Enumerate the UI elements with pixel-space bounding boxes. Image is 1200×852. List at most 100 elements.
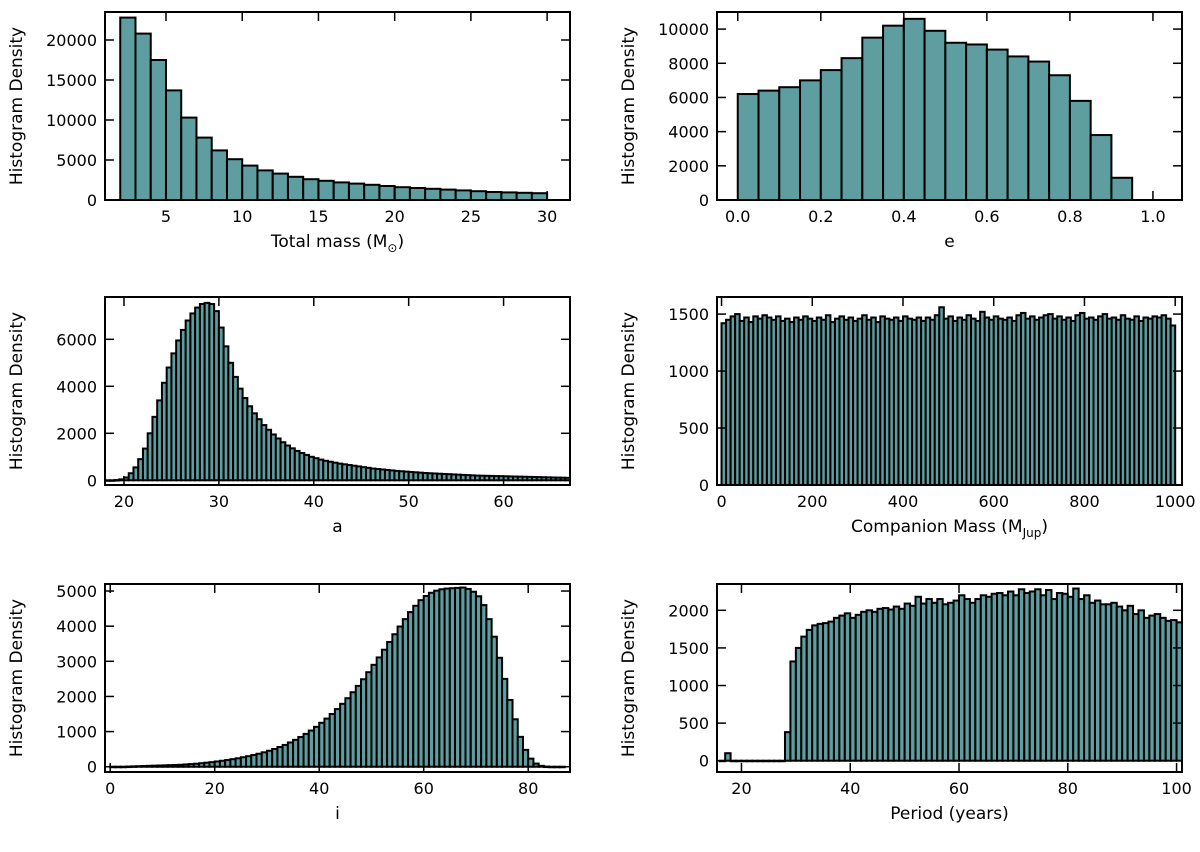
bars (718, 587, 1192, 763)
y-axis-label: Histogram Density (619, 27, 639, 185)
histogram-bar (210, 149, 228, 200)
histogram-bar (454, 189, 472, 200)
plot-frame (716, 11, 1183, 201)
x-axis-label: Period (years) (890, 804, 1008, 824)
bars (119, 16, 549, 200)
x-tick-label: 800 (1069, 492, 1100, 511)
histogram-bar (530, 192, 549, 200)
histogram-bar (1187, 738, 1192, 761)
histogram-bar (149, 59, 167, 200)
plot-frame (104, 583, 571, 773)
y-tick-label: 0 (87, 471, 97, 490)
histogram-bar (195, 136, 213, 200)
plot-frame (104, 296, 571, 486)
y-tick-label: 4000 (668, 123, 709, 142)
x-axis-label: Total mass (M⊙) (270, 232, 404, 255)
x-axis-label: a (332, 517, 342, 537)
x-tick-label: 20 (731, 779, 751, 798)
x-tick-label: 25 (461, 207, 481, 226)
y-tick-label: 0 (699, 752, 709, 771)
y-tick-label: 2000 (668, 601, 709, 620)
histogram-bar (1068, 99, 1092, 200)
x-tick-label: 60 (493, 492, 513, 511)
y-axis-label: Histogram Density (619, 599, 639, 757)
y-tick-label: 6000 (56, 330, 97, 349)
x-tick-label: 0 (716, 492, 726, 511)
y-tick-label: 0 (699, 191, 709, 210)
histogram-bar (347, 182, 366, 200)
x-tick-label: 80 (1058, 779, 1078, 798)
x-tick-label: 20 (205, 779, 225, 798)
x-tick-label: 1.0 (1140, 207, 1165, 226)
x-axis-label: e (944, 232, 954, 252)
x-tick-label: 0 (105, 779, 115, 798)
x-tick-label: 40 (304, 492, 324, 511)
histogram-bar (1027, 60, 1051, 200)
y-tick-label: 500 (678, 714, 709, 733)
plot-frame (716, 296, 1183, 486)
y-tick-label: 1000 (56, 723, 97, 742)
histogram-inclination: 0 20 40 60 80 0 1000 2000 3000 4000 5000 Histogram … (0, 572, 600, 852)
histogram-bar (332, 181, 350, 200)
y-tick-label: 2000 (56, 424, 97, 443)
y-tick-label: 1000 (668, 677, 709, 696)
histogram-bar (256, 169, 274, 200)
y-tick-label: 1500 (668, 305, 709, 324)
histogram-bar (393, 186, 411, 200)
chart-svg: 0 20 40 60 80 0 1000 2000 3000 4000 5000 Histogram … (7, 582, 571, 824)
x-tick-label: 80 (518, 779, 538, 798)
histogram-period: 20 40 60 80 100 0 500 1000 1500 2000 Histogram Den… (612, 572, 1200, 852)
histogram-bar (180, 116, 198, 200)
x-axis-label: Companion Mass (MJup) (851, 517, 1048, 540)
y-tick-label: 10000 (658, 20, 709, 39)
x-tick-label: 0.4 (891, 207, 916, 226)
plot-frame (716, 583, 1183, 773)
histogram-bar (302, 178, 320, 200)
histogram-bar (1169, 324, 1177, 485)
y-tick-label: 3000 (56, 652, 97, 671)
histogram-bar (515, 191, 533, 200)
y-tick-label: 1000 (668, 362, 709, 381)
histogram-bar (736, 93, 760, 200)
histogram-bar (241, 164, 259, 200)
histogram-bar (724, 752, 732, 762)
y-tick-label: 5000 (56, 151, 97, 170)
y-tick-label: 15000 (46, 71, 97, 90)
histogram-bar (944, 41, 968, 200)
histogram-bar (923, 29, 947, 200)
histogram-bar (469, 190, 488, 200)
x-tick-label: 0.6 (974, 207, 999, 226)
bars (736, 17, 1154, 200)
y-tick-label: 5000 (56, 582, 97, 601)
x-tick-label: 600 (978, 492, 1009, 511)
y-axis-label: Histogram Density (7, 599, 27, 757)
histogram-bar (757, 89, 781, 200)
histogram-bar (439, 188, 457, 200)
y-axis-label: Histogram Density (619, 312, 639, 470)
y-tick-label: 20000 (46, 31, 97, 50)
histogram-bar (882, 24, 905, 200)
histogram-bar (485, 191, 503, 200)
x-tick-label: 15 (308, 207, 328, 226)
y-tick-label: 4000 (56, 617, 97, 636)
histogram-bar (985, 48, 1009, 200)
histogram-bar (778, 86, 802, 200)
histogram-bar (363, 183, 381, 200)
histogram-bar (1006, 55, 1030, 200)
histogram-bar (164, 89, 183, 200)
histogram-bar (1048, 74, 1071, 200)
y-tick-label: 500 (678, 419, 709, 438)
chart-svg: 0.0 0.2 0.4 0.6 0.8 1.0 0 2000 4000 6000 8000 10000… (619, 11, 1183, 252)
histogram-bar (840, 57, 864, 200)
y-tick-label: 10000 (46, 111, 97, 130)
x-tick-label: 10 (232, 207, 252, 226)
histogram-bar (819, 69, 843, 200)
x-tick-label: 0.2 (808, 207, 833, 226)
histogram-bar (225, 158, 244, 200)
x-tick-label: 60 (414, 779, 434, 798)
histogram-eccentricity: 0.0 0.2 0.4 0.6 0.8 1.0 0 2000 4000 6000 8000 10000… (612, 0, 1200, 280)
x-tick-label: 100 (1161, 779, 1192, 798)
histogram-bar (861, 36, 885, 200)
plot-frame (104, 11, 571, 201)
histogram-bar (965, 43, 988, 200)
